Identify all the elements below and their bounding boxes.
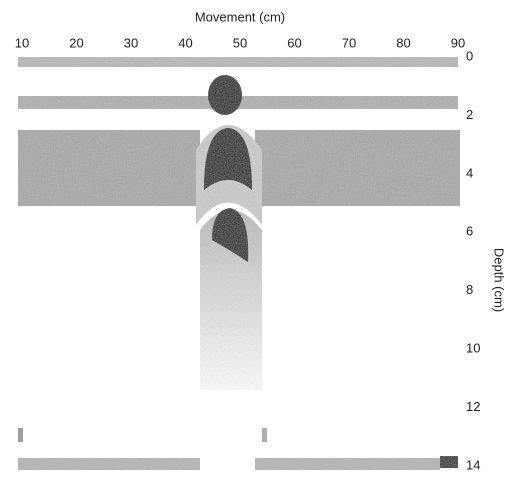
y-tick-label: 6 [466,224,473,239]
x-tick-label: 50 [233,35,247,50]
y-tick-label: 14 [466,457,480,472]
y-axis-label: Depth (cm) [492,248,507,312]
y-tick-label: 0 [466,48,473,63]
x-tick-label: 40 [178,35,192,50]
y-tick-label: 4 [466,165,473,180]
x-tick-label: 80 [396,35,410,50]
y-tick-label: 8 [466,282,473,297]
y-tick-label: 2 [466,107,473,122]
y-tick-label: 10 [466,341,480,356]
y-tick-label: 12 [466,399,480,414]
x-tick-label: 20 [69,35,83,50]
x-tick-label: 30 [124,35,138,50]
x-tick-label: 90 [451,35,465,50]
x-axis-label: Movement (cm) [195,9,285,24]
x-tick-label: 70 [342,35,356,50]
x-tick-label: 10 [15,35,29,50]
x-tick-label: 60 [287,35,301,50]
scan-image [18,57,460,470]
